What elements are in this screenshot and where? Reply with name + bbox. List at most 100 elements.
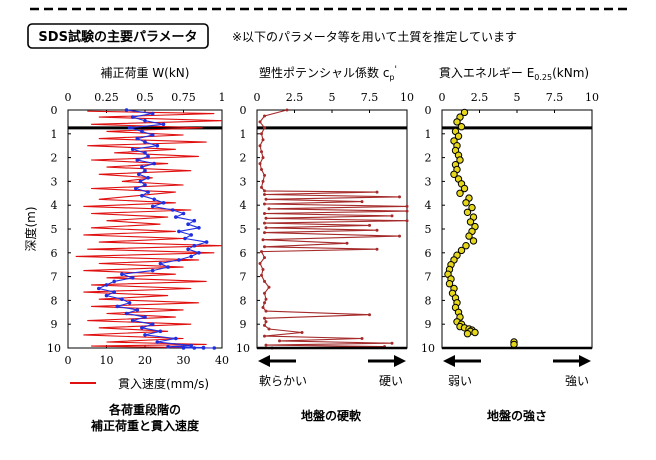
load-depth-tick-label: 7 — [51, 271, 58, 284]
load-caption-line2: 補正荷重と貫入速度 — [90, 418, 200, 433]
load-bottom-tick-label: 0 — [65, 354, 72, 367]
cp-series-point — [261, 268, 265, 271]
energy-caption: 地盤の強さ — [487, 408, 547, 423]
energy-point — [456, 189, 464, 198]
header-badge-box — [27, 23, 209, 49]
load-depth-tick-label: 5 — [51, 223, 58, 236]
load-depth-tick-label: 9 — [51, 318, 58, 331]
load-series-point — [124, 311, 129, 316]
energy-point — [450, 170, 458, 179]
energy-depth-tick-label: 3 — [425, 175, 432, 188]
load-top-tick-label: 1 — [219, 91, 226, 104]
load-series-point — [192, 243, 197, 248]
cp-series-point — [261, 306, 265, 309]
cp-series-point — [345, 241, 349, 245]
cp-arrow-right — [368, 355, 406, 367]
load-series-point — [170, 208, 175, 212]
load-series-point — [212, 346, 217, 350]
energy-point — [445, 280, 454, 288]
load-series-point — [143, 151, 147, 155]
load-series-point — [130, 318, 135, 323]
header-note: ※以下のパラメータ等を用いて土質を推定しています — [232, 29, 517, 44]
cp-arrow-left-label: 軟らかい — [259, 373, 307, 388]
header-badge: SDS試験の主要パラメータ — [38, 29, 197, 45]
load-caption-line1: 各荷重段階の — [108, 402, 181, 417]
load-series-point — [146, 154, 150, 159]
energy-depth-tick-label: 4 — [425, 199, 432, 212]
cp-series-point — [264, 226, 268, 230]
energy-arrow-right-label: 強い — [565, 374, 589, 388]
load-top-tick-label: 0.5 — [136, 91, 154, 104]
load-series-point — [150, 204, 155, 209]
energy-point — [453, 118, 461, 126]
cp-depth-tick-label: 2 — [240, 152, 247, 165]
load-series-point — [135, 158, 140, 162]
load-series-point — [177, 229, 181, 234]
load-series-point — [135, 308, 140, 312]
load-series-point — [189, 233, 193, 237]
cp-series-point — [264, 343, 268, 347]
cp-series-point — [263, 323, 266, 327]
cp-series-point — [263, 301, 266, 305]
cp-series-point — [398, 195, 401, 199]
energy-panel-frame — [441, 109, 593, 349]
cp-series-point — [261, 179, 265, 183]
load-top-tick-label: 0 — [65, 91, 72, 104]
cp-series-point — [375, 247, 379, 251]
energy-arrow-left — [443, 355, 481, 367]
cp-top-tick-label: 10 — [400, 91, 414, 104]
energy-point — [454, 132, 463, 140]
cp-series-point — [264, 216, 268, 220]
cp-series-point — [375, 228, 379, 232]
load-series-point — [189, 343, 193, 348]
cp-series-point — [263, 221, 266, 225]
load-series-point — [161, 201, 166, 205]
load-depth-tick-label: 3 — [51, 175, 58, 188]
load-series-point — [97, 286, 101, 291]
cp-top-tick-label: 5 — [329, 91, 336, 104]
energy-point — [465, 232, 473, 240]
cp-series-point — [263, 316, 266, 320]
energy-top-tick-label: 10 — [585, 91, 599, 104]
load-bottom-tick-label: 10 — [100, 354, 114, 367]
load-series-point — [135, 136, 140, 141]
cp-series-point — [405, 204, 409, 208]
energy-depth-tick-label: 0 — [425, 104, 432, 117]
cp-series-point — [264, 320, 268, 324]
cp-series-point — [263, 193, 266, 196]
load-series-point — [186, 247, 190, 251]
speed-legend-label: 貫入速度(mm/s) — [118, 376, 209, 391]
load-series-point — [146, 176, 150, 180]
cp-panel-title: 塑性ポテンシャル係数 cp' — [259, 65, 397, 82]
cp-series-line — [259, 109, 408, 349]
load-bottom-tick-label: 20 — [138, 354, 152, 367]
load-series-point — [155, 143, 160, 148]
cp-arrow-left — [258, 355, 296, 367]
load-series-point — [112, 290, 116, 294]
energy-point — [462, 199, 470, 207]
energy-point — [460, 108, 469, 117]
energy-point — [460, 184, 469, 193]
cp-depth-tick-label: 3 — [240, 175, 247, 188]
energy-depth-tick-label: 6 — [425, 247, 432, 260]
load-series-point — [146, 190, 150, 194]
cp-series-point — [360, 337, 364, 340]
cp-series-point — [300, 331, 304, 334]
load-depth-tick-label: 6 — [51, 247, 58, 260]
depth-axis-label: 深度(m) — [23, 206, 38, 251]
load-series-point — [189, 254, 193, 259]
energy-depth-tick-label: 10 — [421, 342, 435, 355]
load-series-point — [150, 133, 155, 137]
load-series-point — [120, 272, 124, 277]
cp-series-point — [368, 313, 371, 317]
load-series-point — [166, 265, 170, 269]
energy-point — [457, 123, 466, 131]
energy-point — [468, 203, 476, 212]
cp-top-tick-label: 0 — [254, 91, 261, 104]
cp-series-point — [278, 339, 281, 343]
load-series-point — [192, 218, 197, 223]
load-series-point — [197, 251, 201, 255]
cp-depth-tick-label: 8 — [240, 294, 247, 307]
